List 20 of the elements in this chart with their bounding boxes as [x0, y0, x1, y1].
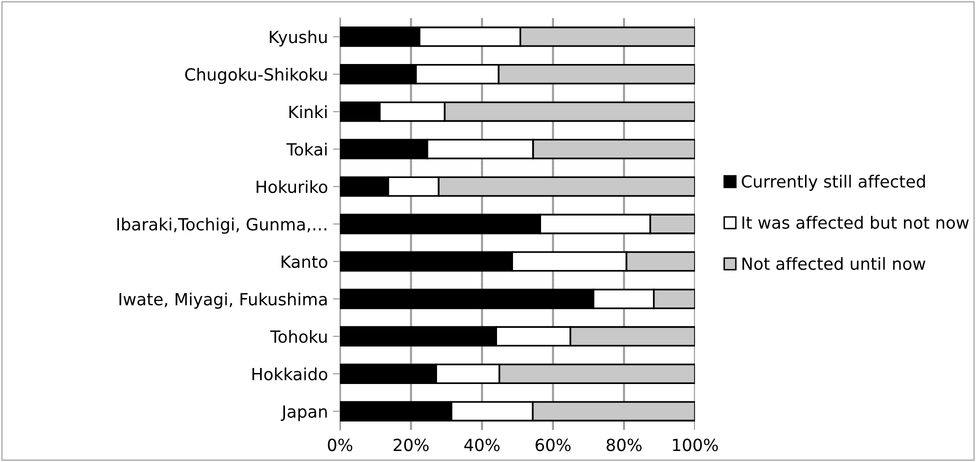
y-tick-label: Kyushu: [270, 30, 327, 47]
legend-label: It was affected but not now: [742, 216, 969, 229]
y-tick-label: Chugoku-Shikoku: [185, 68, 327, 84]
x-tick-label: 60%: [536, 438, 571, 452]
y-tick-label: Hokkaido: [252, 367, 328, 380]
x-tick-label: 0%: [328, 438, 352, 452]
x-tick-label: 20%: [394, 438, 429, 452]
y-tick-label: Ibaraki,Tochigi, Gunma,…: [117, 218, 326, 234]
legend-label: Currently still affected: [742, 174, 925, 191]
y-tick-label: Tokai: [286, 142, 327, 156]
legend-label: Not affected until now: [742, 257, 926, 270]
y-tick-label: Japan: [280, 405, 327, 422]
y-tick-label: Kanto: [282, 256, 328, 268]
x-tick-label: 100%: [673, 438, 718, 452]
x-tick-label: 80%: [606, 438, 642, 452]
y-tick-label: Iwate, Miyagi, Fukushima: [120, 292, 327, 309]
y-tick-label: Kinki: [289, 105, 327, 118]
y-tick-label: Hokuriko: [256, 180, 328, 194]
x-tick-label: 40%: [464, 438, 500, 452]
y-tick-label: Tohoku: [270, 330, 327, 343]
